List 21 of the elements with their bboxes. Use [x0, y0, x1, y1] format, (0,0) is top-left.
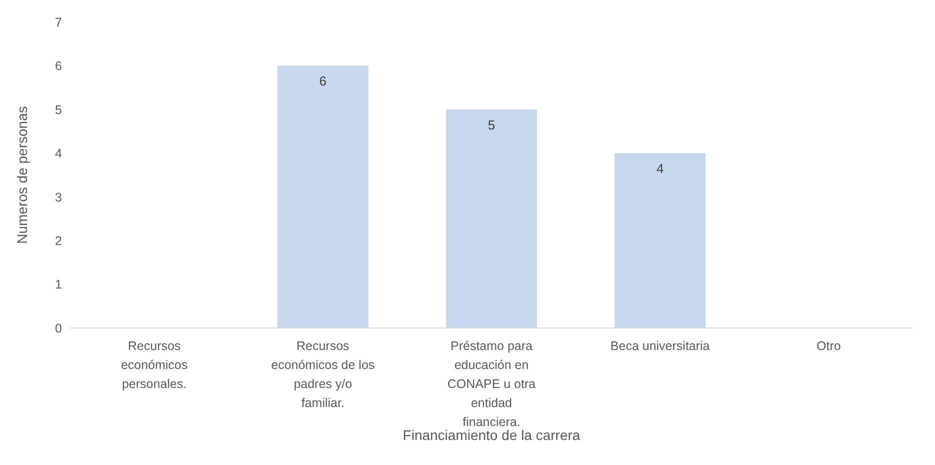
x-tick-label: Préstamo para educación en CONAPE u otra entidad financiera. — [447, 339, 536, 429]
y-axis-title: Numeros de personas — [14, 106, 30, 244]
y-tick-label: 5 — [55, 102, 62, 117]
data-label: 4 — [656, 161, 664, 176]
bar — [446, 109, 537, 328]
y-tick-label: 1 — [55, 278, 62, 292]
x-tick-label: Recursos económicos personales. — [120, 339, 188, 391]
x-tick-label: Otro — [816, 339, 841, 353]
x-tick-label: Beca universitaria — [610, 339, 710, 353]
y-tick-label: 3 — [55, 190, 62, 204]
data-label: 6 — [319, 74, 326, 89]
y-tick-label: 7 — [55, 15, 62, 30]
x-tick-label: Recursos económicos de los padres y/o familiar. — [271, 339, 375, 410]
bar — [614, 153, 706, 328]
x-axis-title: Financiamiento de la carrera — [402, 427, 580, 443]
y-tick-label: 0 — [55, 321, 62, 336]
data-label: 5 — [488, 117, 496, 132]
y-tick-label: 6 — [55, 59, 62, 74]
bar — [277, 66, 368, 328]
y-tick-label: 4 — [55, 146, 62, 161]
y-tick-label: 2 — [55, 234, 62, 248]
